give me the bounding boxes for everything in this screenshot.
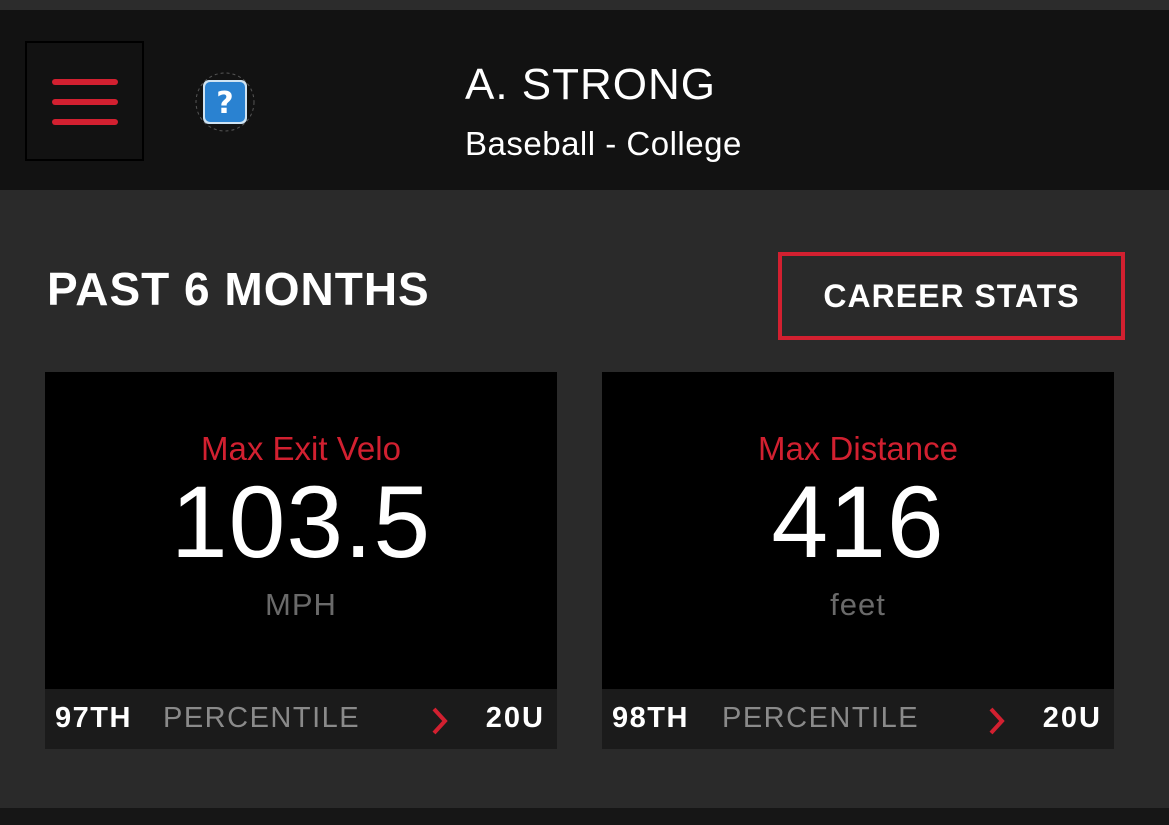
- metric-unit: feet: [830, 587, 886, 622]
- percentile-footer: 98TH PERCENTILE 20U: [602, 689, 1114, 749]
- top-strip: [0, 0, 1169, 10]
- section-title: PAST 6 MONTHS: [47, 263, 430, 315]
- player-sport-level: Baseball - College: [465, 125, 742, 162]
- help-button[interactable]: ?: [195, 72, 255, 132]
- percentile-label: PERCENTILE: [163, 702, 361, 734]
- player-name: A. STRONG: [465, 60, 717, 109]
- play-arrow-icon: [989, 707, 1005, 735]
- metric-value: 416: [771, 465, 945, 579]
- percentile-footer: 97TH PERCENTILE 20U: [45, 689, 557, 749]
- career-stats-button[interactable]: CAREER STATS: [778, 252, 1125, 340]
- age-group: 20U: [1042, 702, 1102, 734]
- percentile-rank: 98TH: [612, 702, 689, 734]
- percentile-rank: 97TH: [55, 702, 132, 734]
- metric-unit: MPH: [265, 587, 337, 622]
- metric-value: 103.5: [170, 465, 432, 579]
- app-header: ? A. STRONG Baseball - College: [0, 10, 1169, 190]
- menu-button[interactable]: [25, 41, 144, 161]
- metric-label: Max Distance: [758, 430, 958, 467]
- play-arrow-icon: [432, 707, 448, 735]
- stat-card-exit-velo[interactable]: Max Exit Velo 103.5 MPH 97TH PERCENTILE …: [45, 372, 557, 749]
- question-mark-icon: ?: [195, 72, 255, 132]
- metric-label: Max Exit Velo: [201, 430, 401, 467]
- percentile-label: PERCENTILE: [722, 702, 920, 734]
- svg-text:?: ?: [216, 86, 233, 121]
- age-group: 20U: [485, 702, 545, 734]
- bottom-strip: [0, 808, 1169, 825]
- stat-card-max-distance[interactable]: Max Distance 416 feet 98TH PERCENTILE 20…: [602, 372, 1114, 749]
